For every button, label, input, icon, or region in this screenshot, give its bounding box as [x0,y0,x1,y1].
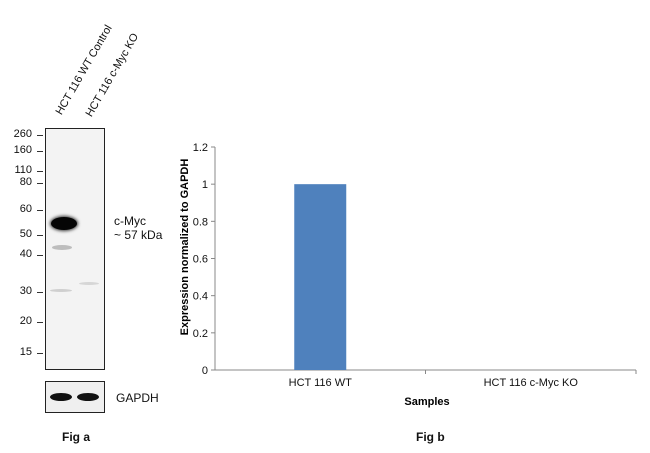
x-axis-label: Samples [404,396,449,408]
mw-marker-15: 15 [19,346,32,358]
c-myc-label: c-Myc ~ 57 kDa [114,214,162,242]
y-axis-label: Expression normalized to GAPDH [179,159,191,336]
gapdh-band-ko [77,393,99,401]
x-tick-label: HCT 116 c-Myc KO [484,377,579,389]
faint-band-40 [52,245,72,250]
faint-band-30 [50,289,72,292]
y-tick-label: 1.2 [193,142,208,154]
fig-b-caption: Fig b [416,430,445,444]
mw-marker-20: 20 [19,315,32,327]
mw-marker-260: 260 [13,128,32,140]
mw-marker-110: 110 [14,164,32,176]
y-tick-label: 0.8 [193,216,208,228]
y-tick-label: 0.2 [193,328,208,340]
x-tick-label: HCT 116 WT [289,377,352,389]
mw-marker-60: 60 [19,203,32,215]
faint-band-ko-30 [79,282,99,285]
mw-marker-80: 80 [19,176,32,188]
mw-marker-160: 160 [13,144,32,156]
y-tick-label: 0.6 [193,254,208,266]
gapdh-blot [45,381,105,413]
fig-a-caption: Fig a [62,430,91,444]
c-myc-size: ~ 57 kDa [114,228,163,242]
y-tick-label: 0 [202,365,208,377]
y-tick-label: 1 [202,179,208,191]
mw-marker-40: 40 [19,248,32,260]
c-myc-name: c-Myc [114,214,146,228]
blot-membrane [45,128,105,370]
gapdh-label: GAPDH [116,391,159,405]
mw-marker-30: 30 [19,285,32,297]
c-myc-band [51,217,77,230]
bar-1 [294,184,347,370]
y-tick-label: 0.4 [193,291,208,303]
gapdh-band-wt [50,393,72,401]
mw-marker-50: 50 [19,228,32,240]
